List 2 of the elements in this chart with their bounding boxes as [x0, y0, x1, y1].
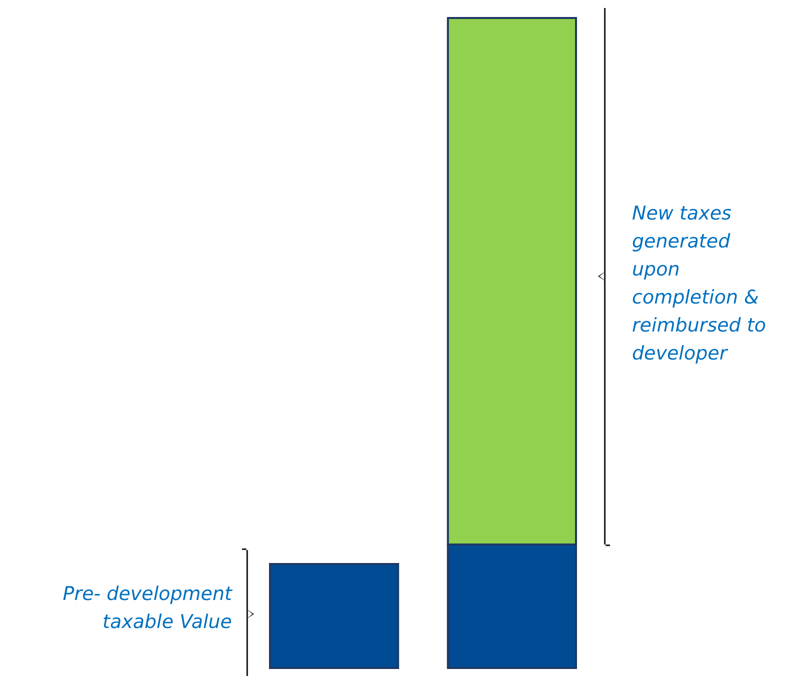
text: New taxes generated upon completion & reimbursed to developer: [632, 202, 766, 364]
text: Pre- development taxable Value: [62, 583, 234, 633]
